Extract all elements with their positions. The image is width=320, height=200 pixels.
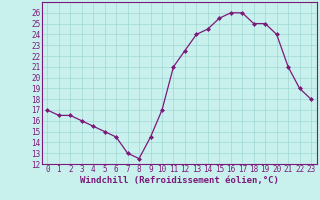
X-axis label: Windchill (Refroidissement éolien,°C): Windchill (Refroidissement éolien,°C)	[80, 176, 279, 185]
